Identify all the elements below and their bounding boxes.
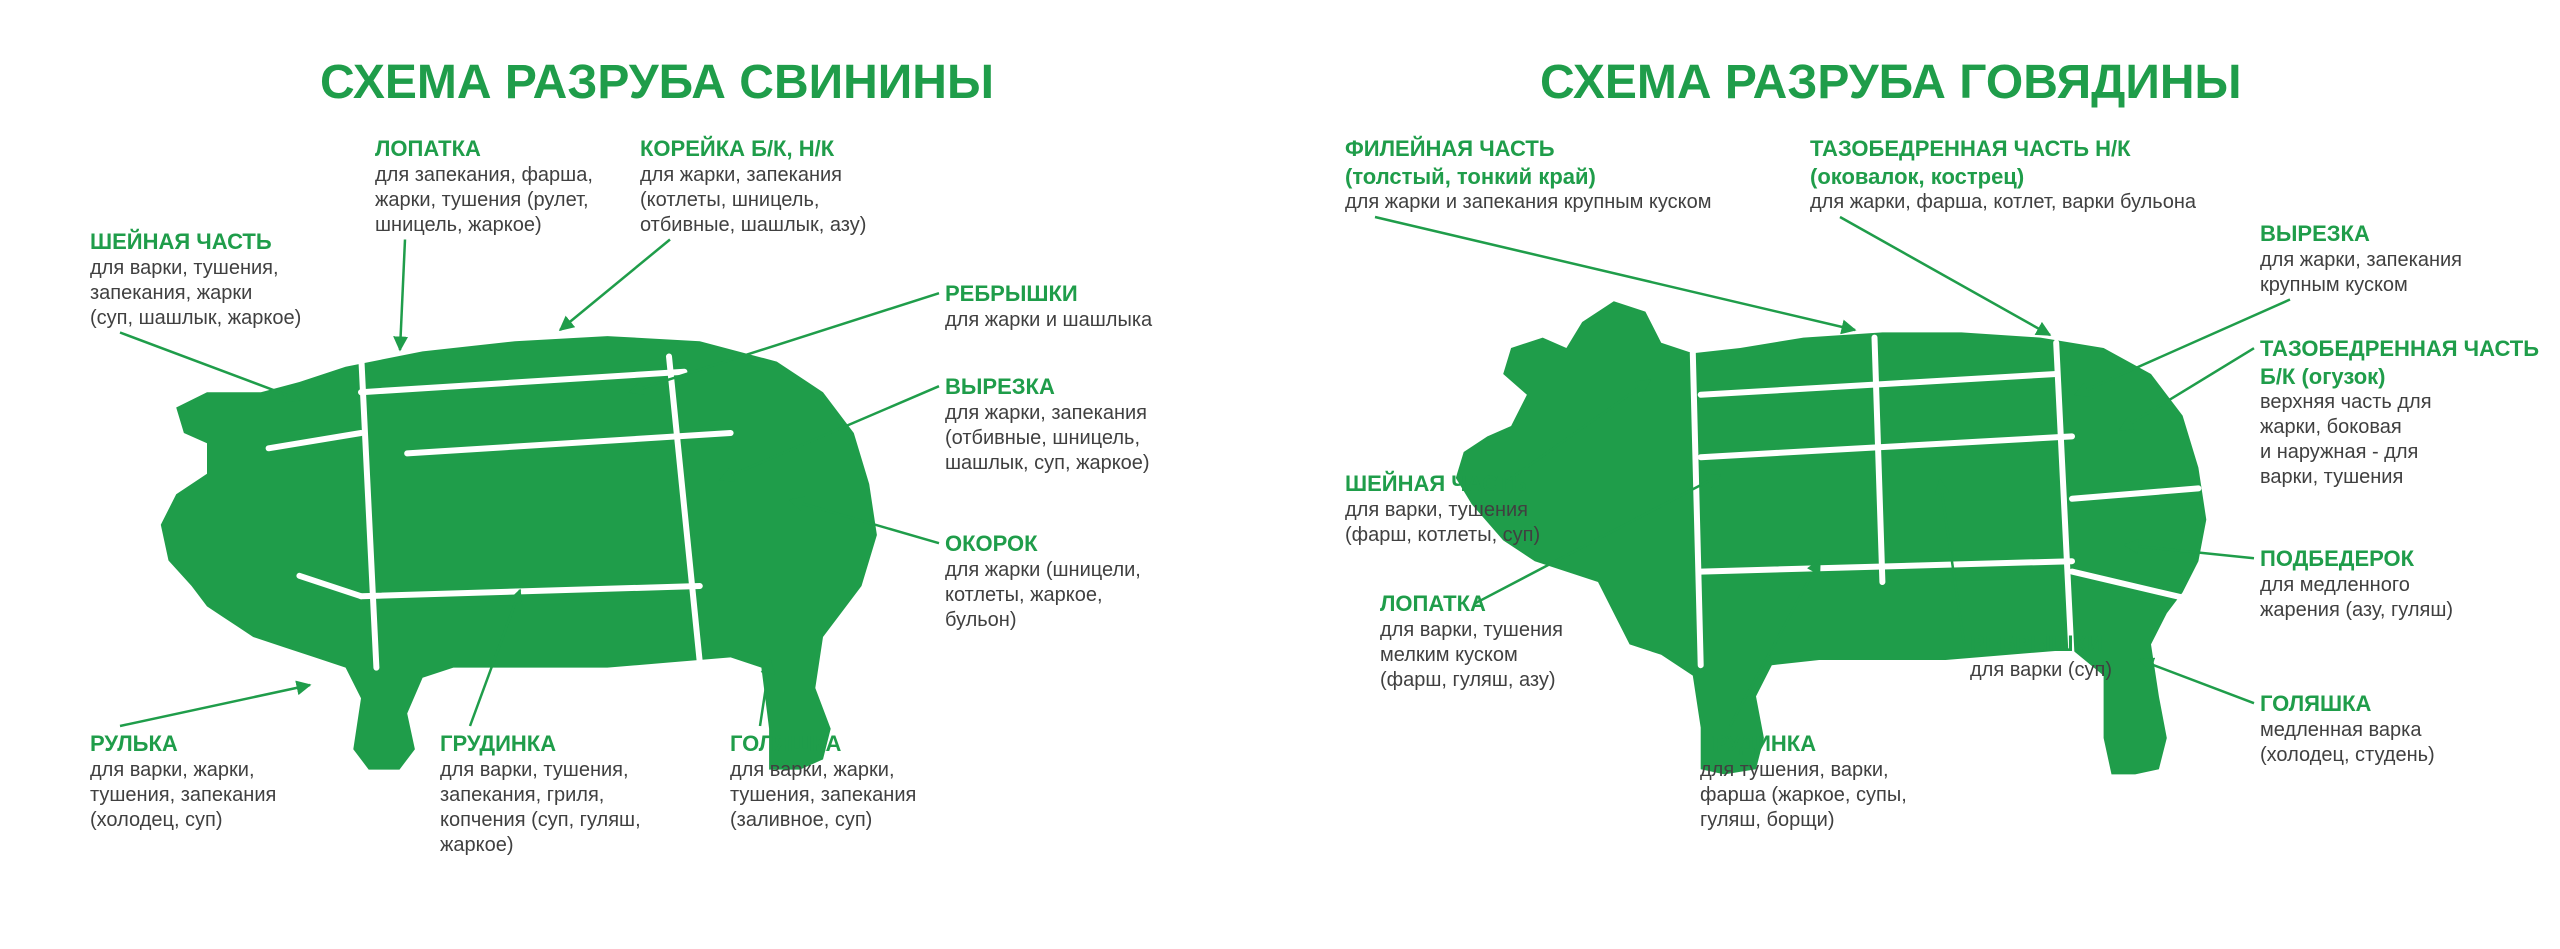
- pork-cut-loin-name: КОРЕЙКА Б/К, Н/К: [640, 135, 866, 163]
- beef-cut-tenderloin-desc: для жарки, запекания крупным куском: [2260, 248, 2462, 298]
- beef-cut-ribs-desc: для варки (суп): [1970, 658, 2112, 683]
- pork-division: [269, 433, 361, 448]
- pork-cut-ham: ОКОРОКдля жарки (шницели, котлеты, жарко…: [945, 530, 1141, 633]
- pork-leader-shoulder: [400, 240, 405, 351]
- beef-leader-podbederok: [2125, 545, 2254, 558]
- pork-leader-tenderloin: [720, 386, 939, 480]
- pork-cut-knuckle-name: РУЛЬКА: [90, 730, 276, 758]
- pork-cut-tenderloin-name: ВЫРЕЗКА: [945, 373, 1150, 401]
- beef-silhouette: [1456, 301, 2207, 774]
- pork-cut-shoulder: ЛОПАТКАдля запекания, фарша, жарки, туше…: [375, 135, 593, 238]
- beef-leader-shank: [2140, 660, 2254, 703]
- beef-cut-hipbk-desc: верхняя часть для жарки, боковая и наруж…: [2260, 390, 2560, 490]
- beef-cut-shoulder-desc: для варки, тушения мелким куском (фарш, …: [1380, 618, 1563, 693]
- pork-cut-neck-desc: для варки, тушения, запекания, жарки (су…: [90, 256, 301, 331]
- pork-division: [361, 586, 700, 596]
- beef-cut-shank: ГОЛЯШКАмедленная варка (холодец, студень…: [2260, 690, 2435, 768]
- beef-leader-brisket: [1730, 560, 1820, 726]
- beef-cut-shoulder: ЛОПАТКАдля варки, тушения мелким куском …: [1380, 590, 1563, 693]
- pork-leader-knuckle: [120, 685, 310, 726]
- pork-cut-shoulder-name: ЛОПАТКА: [375, 135, 593, 163]
- pork-cut-shank: ГОЛЯШКАдля варки, жарки, тушения, запека…: [730, 730, 916, 833]
- pork-cut-neck-name: ШЕЙНАЯ ЧАСТЬ: [90, 228, 301, 256]
- beef-leader-neck: [1504, 380, 1650, 483]
- beef-cut-brisket: ГРУДИНКАдля тушения, варки, фарша (жарко…: [1700, 730, 1907, 833]
- beef-leader-ribs: [1940, 480, 1964, 643]
- beef-cut-neck-name: ШЕЙНАЯ ЧАСТЬ: [1345, 470, 1540, 498]
- beef-division: [1701, 561, 2072, 571]
- pork-silhouette: [161, 336, 877, 769]
- beef-cut-tenderloin-name: ВЫРЕЗКА: [2260, 220, 2462, 248]
- pork-leader-neck: [120, 333, 300, 401]
- beef-division: [2072, 572, 2183, 598]
- beef-cut-brisket-name: ГРУДИНКА: [1700, 730, 1907, 758]
- beef-division: [1875, 338, 1883, 582]
- beef-cut-rump-name: ТАЗОБЕДРЕННАЯ ЧАСТЬ Н/К: [1810, 135, 2196, 163]
- pork-cut-ribs-desc: для жарки и шашлыка: [945, 308, 1152, 333]
- beef-cut-fillet-sub: (толстый, тонкий край): [1345, 163, 1712, 191]
- beef-cut-hipbk-name: ТАЗОБЕДРЕННАЯ ЧАСТЬ Б/К (огузок): [2260, 335, 2560, 390]
- beef-division: [1701, 374, 2057, 395]
- beef-cut-neck-desc: для варки, тушения (фарш, котлеты, суп): [1345, 498, 1540, 548]
- beef-title: СХЕМА РАЗРУБА ГОВЯДИНЫ: [1540, 55, 2242, 110]
- pork-cut-brisket: ГРУДИНКАдля варки, тушения, запекания, г…: [440, 730, 641, 858]
- beef-cut-tenderloin: ВЫРЕЗКАдля жарки, запекания крупным куск…: [2260, 220, 2462, 298]
- pork-cut-brisket-desc: для варки, тушения, запекания, гриля, ко…: [440, 758, 641, 858]
- pork-cut-brisket-name: ГРУДИНКА: [440, 730, 641, 758]
- beef-cut-fillet: ФИЛЕЙНАЯ ЧАСТЬ(толстый, тонкий край)для …: [1345, 135, 1712, 215]
- beef-division: [1701, 436, 2072, 457]
- beef-cut-fillet-desc: для жарки и запекания крупным куском: [1345, 190, 1712, 215]
- pork-cut-ham-name: ОКОРОК: [945, 530, 1141, 558]
- beef-cut-shank-name: ГОЛЯШКА: [2260, 690, 2435, 718]
- pork-leader-brisket: [470, 590, 520, 726]
- pork-leader-loin: [560, 240, 670, 331]
- beef-cut-shank-desc: медленная варка (холодец, студень): [2260, 718, 2435, 768]
- pork-cut-knuckle: РУЛЬКАдля варки, жарки, тушения, запекан…: [90, 730, 276, 833]
- beef-division: [1693, 353, 1701, 665]
- pork-cut-shank-desc: для варки, жарки, тушения, запекания (за…: [730, 758, 916, 833]
- pork-cut-tenderloin-desc: для жарки, запекания (отбивные, шницель,…: [945, 401, 1150, 476]
- pork-cut-shank-name: ГОЛЯШКА: [730, 730, 916, 758]
- pork-division: [361, 351, 376, 667]
- beef-division: [2072, 488, 2198, 498]
- pork-title: СХЕМА РАЗРУБА СВИНИНЫ: [320, 55, 994, 110]
- pork-division: [669, 357, 700, 663]
- pork-cut-neck: ШЕЙНАЯ ЧАСТЬдля варки, тушения, запекани…: [90, 228, 301, 331]
- beef-cut-shoulder-name: ЛОПАТКА: [1380, 590, 1563, 618]
- beef-cut-rump-desc: для жарки, фарша, котлет, варки бульона: [1810, 190, 2196, 215]
- beef-cut-fillet-name: ФИЛЕЙНАЯ ЧАСТЬ: [1345, 135, 1712, 163]
- pork-leader-shank: [760, 660, 770, 726]
- pork-cut-tenderloin: ВЫРЕЗКАдля жарки, запекания (отбивные, ш…: [945, 373, 1150, 476]
- pork-cut-ribs: РЕБРЫШКИдля жарки и шашлыка: [945, 280, 1152, 333]
- beef-cut-ribs: РЕБРЫШКИдля варки (суп): [1970, 630, 2112, 683]
- beef-cut-rump-sub: (оковалок, кострец): [1810, 163, 2196, 191]
- beef-leader-hipbk: [2120, 348, 2254, 430]
- pork-cut-knuckle-desc: для варки, жарки, тушения, запекания (хо…: [90, 758, 276, 833]
- pork-division: [407, 433, 730, 453]
- beef-cut-hipbk: ТАЗОБЕДРЕННАЯ ЧАСТЬ Б/К (огузок)верхняя …: [2260, 335, 2560, 490]
- beef-cut-podbederok-name: ПОДБЕДЕРОК: [2260, 545, 2453, 573]
- pork-division: [299, 576, 361, 596]
- pork-cut-loin-desc: для жарки, запекания (котлеты, шницель, …: [640, 163, 866, 238]
- pork-division: [361, 372, 684, 392]
- beef-leader-tenderloin: [2075, 300, 2290, 396]
- beef-cut-podbederok: ПОДБЕДЕРОКдля медленного жарения (азу, г…: [2260, 545, 2453, 623]
- beef-cut-ribs-name: РЕБРЫШКИ: [1970, 630, 2112, 658]
- beef-cut-neck: ШЕЙНАЯ ЧАСТЬдля варки, тушения (фарш, ко…: [1345, 470, 1540, 548]
- beef-division: [2056, 343, 2072, 665]
- beef-cut-rump: ТАЗОБЕДРЕННАЯ ЧАСТЬ Н/К(оковалок, костре…: [1810, 135, 2196, 215]
- beef-leader-fillet: [1375, 217, 1855, 330]
- pork-cut-loin: КОРЕЙКА Б/К, Н/Кдля жарки, запекания (ко…: [640, 135, 866, 238]
- pork-leader-ham: [790, 500, 939, 543]
- pork-cut-shoulder-desc: для запекания, фарша, жарки, тушения (ру…: [375, 163, 593, 238]
- beef-cut-brisket-desc: для тушения, варки, фарша (жаркое, супы,…: [1700, 758, 1907, 833]
- beef-leader-rump: [1840, 217, 2050, 335]
- pork-leader-ribs: [630, 293, 939, 392]
- pork-cut-ribs-name: РЕБРЫШКИ: [945, 280, 1152, 308]
- beef-cut-podbederok-desc: для медленного жарения (азу, гуляш): [2260, 573, 2453, 623]
- pork-cut-ham-desc: для жарки (шницели, котлеты, жаркое, бул…: [945, 558, 1141, 633]
